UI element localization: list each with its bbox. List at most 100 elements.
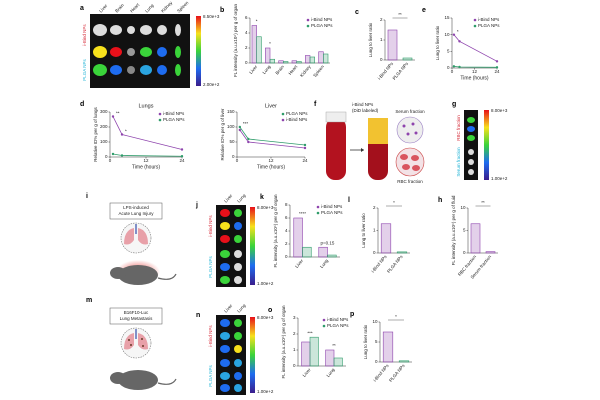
organ-label: Lung <box>144 3 155 14</box>
legend-marker <box>322 318 326 322</box>
x-tick-label: Heart <box>287 64 298 76</box>
y-axis-label: FL intensity (a.u.x10⁶) per g of organ <box>233 4 238 77</box>
annotation: *** <box>307 330 313 335</box>
panel-j: j Liver Lung i-Bind NPs PLGA NPs 8.00e+3… <box>195 193 274 287</box>
bar <box>382 331 394 363</box>
organ-label: Brain <box>114 2 125 13</box>
legend-marker <box>281 112 285 116</box>
bar <box>293 217 303 258</box>
bar <box>269 58 275 64</box>
panel-letter: c <box>355 9 359 16</box>
legend-marker <box>473 18 477 22</box>
tube-top <box>325 111 347 123</box>
bar <box>318 246 328 258</box>
bar <box>251 25 257 64</box>
colorbar-label: 8.00e+3 <box>257 205 274 210</box>
legend-marker <box>316 205 320 209</box>
y-tick-label: 10 <box>460 205 466 210</box>
organ-images <box>220 209 242 284</box>
arrow-head <box>361 148 364 152</box>
legend-label: i-Bind NPs <box>327 317 349 322</box>
annotation: p=0.15 <box>321 240 335 245</box>
point <box>111 115 115 118</box>
point <box>303 143 307 147</box>
y-tick-label: 4 <box>245 30 248 35</box>
y-tick-label: 5 <box>463 228 466 233</box>
lungs <box>124 333 148 350</box>
annotation: * <box>457 29 459 34</box>
y-tick-label: 0 <box>447 65 450 70</box>
serum-layer <box>368 118 388 144</box>
y-tick-label: 1 <box>380 37 383 42</box>
colorbar-label: 2.00e+2 <box>203 82 220 87</box>
y-tick-label: 3 <box>293 315 296 320</box>
legend-marker <box>473 24 477 28</box>
y-axis-label: Relative ID% per g of liver <box>220 108 225 161</box>
x-tick-label: Liver <box>294 258 304 269</box>
y-tick-label: 0 <box>463 250 466 255</box>
annotation: *** <box>243 121 249 126</box>
model-label: Acute Lung Injury <box>118 211 154 216</box>
lung-circle <box>120 327 152 359</box>
x-tick-label: 24 <box>179 158 185 163</box>
tube <box>326 118 346 180</box>
x-tick-label: 12 <box>268 158 274 163</box>
legend-marker <box>316 211 320 215</box>
y-tick-label: 10 <box>444 32 450 37</box>
organs-top <box>93 24 181 36</box>
point <box>247 137 250 141</box>
mouse-body <box>118 265 158 285</box>
bar <box>380 223 392 254</box>
panel-letter: g <box>452 101 456 108</box>
image <box>464 110 478 180</box>
bar <box>301 341 311 367</box>
point <box>238 125 242 129</box>
y-tick-label: 6 <box>285 215 288 220</box>
legend-label: i-Bind NPs <box>311 17 333 22</box>
panel-letter: a <box>80 5 84 12</box>
bar <box>309 336 319 367</box>
colorbar <box>484 110 489 180</box>
legend-marker <box>306 18 310 22</box>
organ-label: Liver <box>223 193 234 204</box>
panel-letter: h <box>438 197 442 204</box>
legend-marker <box>306 24 310 28</box>
annotation: * <box>256 19 258 24</box>
x-axis-label: Time (hours) <box>257 164 285 170</box>
serum-circle <box>396 116 424 144</box>
mouse-tail <box>157 378 177 385</box>
bar <box>256 36 262 64</box>
organ-label: Lung <box>236 193 247 204</box>
bar <box>291 60 297 64</box>
point <box>120 154 124 157</box>
point <box>120 133 124 136</box>
annotation: * <box>269 41 271 46</box>
organ-label: Liver <box>223 303 234 314</box>
y-tick-label: 0 <box>285 254 288 259</box>
chart-title: Lungs <box>139 103 154 109</box>
row-label: i-Bind NPs <box>82 24 87 46</box>
legend-label: PLGA NPs <box>478 23 500 28</box>
x-axis-label: Time (hours) <box>132 164 160 170</box>
y-tick-label: 150 <box>227 109 235 114</box>
y-axis-label: Lung to liver ratio <box>368 22 373 57</box>
y-tick-label: 2 <box>293 331 296 336</box>
np-label: (DiD labeled) <box>352 108 379 113</box>
y-tick-label: 0 <box>245 60 248 65</box>
row-label: RBC fraction <box>456 115 461 141</box>
y-axis-label: FL intensity (a.u.x10⁶) per g of fluid <box>451 195 456 265</box>
y-tick-label: 2 <box>285 241 288 246</box>
point <box>303 146 307 150</box>
y-tick-label: 5 <box>447 49 450 54</box>
annotation: ** <box>398 12 402 17</box>
point <box>495 60 499 63</box>
point <box>495 66 499 69</box>
y-axis-label: FL intensity (a.u.x10⁶) per g of organ <box>273 194 278 267</box>
mouse-head <box>110 372 126 384</box>
row-label: i-Bind NPs <box>208 325 213 347</box>
x-tick-label: 0 <box>109 158 112 163</box>
mouse-head <box>110 267 126 279</box>
legend-label: i-Bind NPs <box>163 111 185 116</box>
x-tick-label: Brain <box>274 64 285 76</box>
mouse-tail <box>157 273 177 280</box>
